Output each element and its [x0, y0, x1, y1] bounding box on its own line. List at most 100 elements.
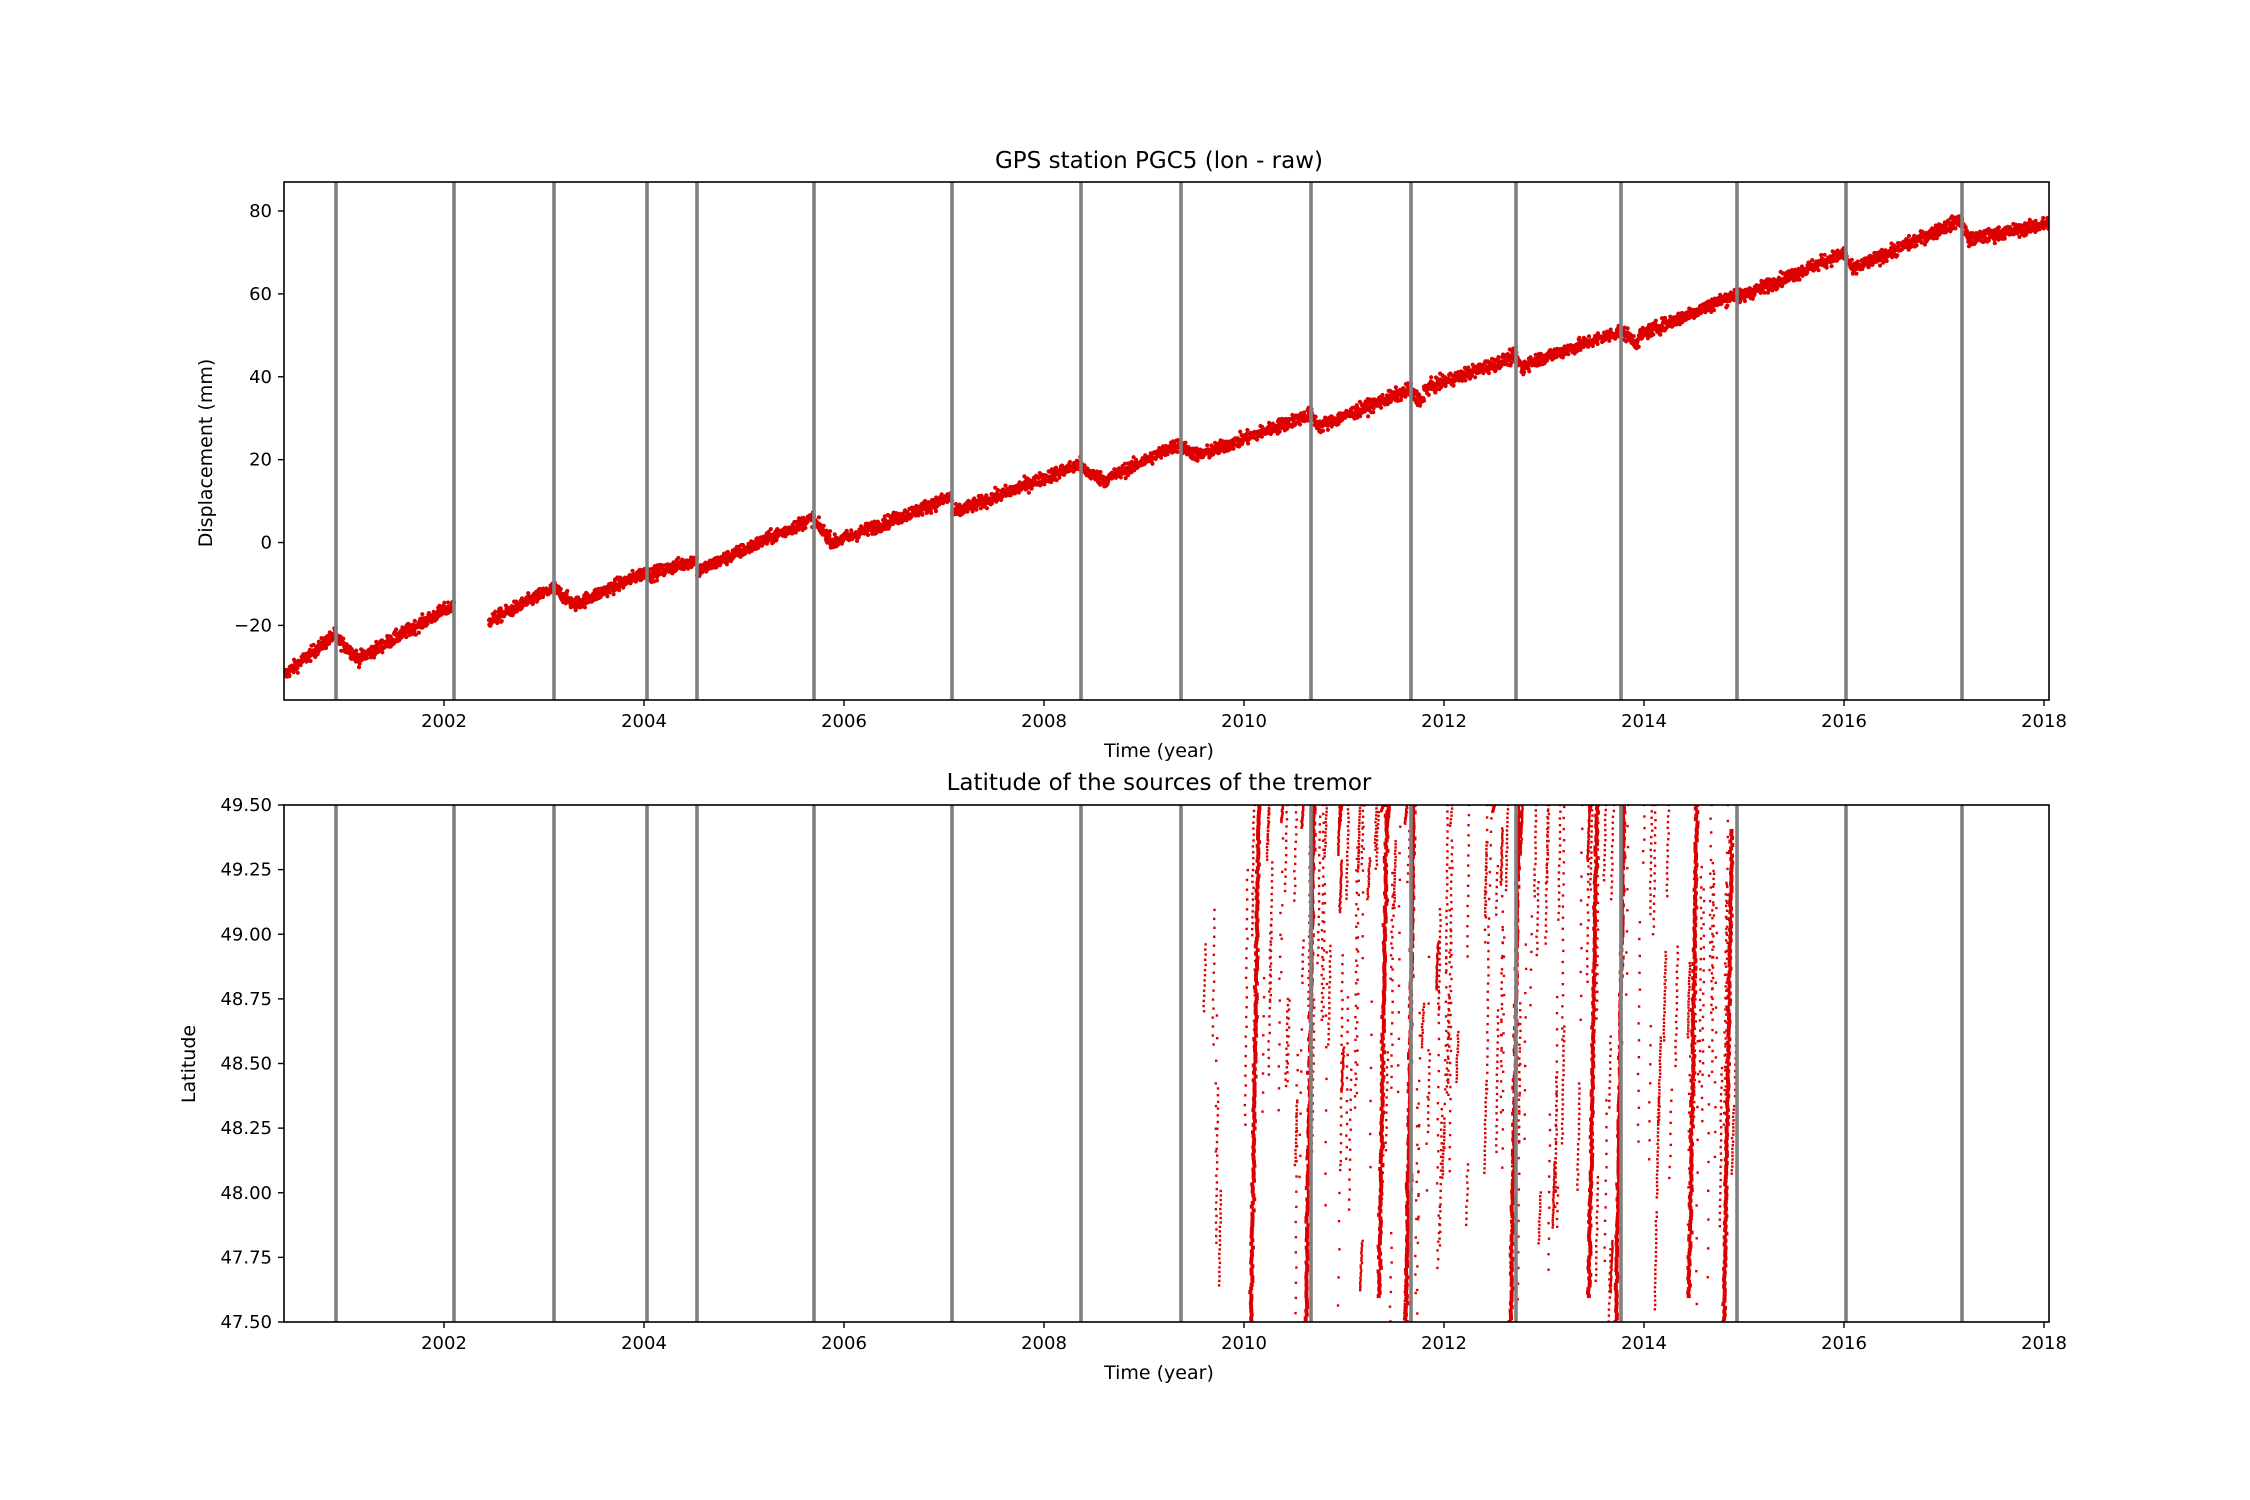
gps-point [493, 609, 498, 614]
gps-x-axis-label: Time (year) [1103, 740, 1214, 762]
gps-point [404, 634, 409, 640]
gps-point [1159, 455, 1164, 460]
gps-point [1797, 277, 1802, 282]
gps-point [774, 537, 779, 542]
gps-point [1398, 397, 1404, 403]
gps-point [617, 588, 622, 593]
gps-point [380, 650, 385, 655]
gps-point [416, 630, 421, 635]
gps-point [865, 532, 871, 538]
gps-point [1089, 476, 1094, 481]
gps-point [920, 512, 925, 517]
gps-point [1255, 437, 1260, 442]
gps-point [535, 599, 540, 604]
gps-panel: GPS station PGC5 (lon - raw) Time (year)… [195, 148, 2067, 762]
gps-point [311, 642, 316, 648]
gps-point [499, 619, 504, 624]
gps-point [413, 632, 418, 637]
gps-point [1183, 440, 1188, 445]
gps-point [1426, 392, 1431, 397]
gps-point [1321, 428, 1326, 433]
gps-point [1325, 427, 1330, 432]
gps-point [1429, 375, 1434, 380]
gps-point [525, 601, 530, 606]
gps-point [1259, 434, 1264, 439]
gps-point [654, 578, 660, 583]
gps-point [1463, 378, 1468, 383]
gps-point [929, 510, 934, 515]
gps-point [1277, 429, 1282, 434]
gps-point [1527, 369, 1532, 374]
gps-point [828, 529, 833, 534]
gps-point [1521, 370, 1527, 375]
gps-point [1421, 398, 1427, 403]
gps-point [676, 555, 681, 561]
gps-point [287, 673, 292, 678]
gps-point [1849, 257, 1854, 262]
gps-point [530, 601, 536, 606]
gps-point [1920, 229, 1925, 234]
gps-point [1509, 360, 1514, 365]
gps-point [1205, 443, 1210, 448]
gps-point [1829, 264, 1834, 269]
gps-point [933, 509, 939, 514]
gps-point [1379, 405, 1384, 410]
gps-point [756, 545, 761, 551]
gps-point [1418, 403, 1423, 408]
gps-point [1725, 303, 1730, 308]
gps-point [621, 585, 626, 590]
gps-point [1631, 334, 1636, 339]
gps-point [1246, 441, 1251, 446]
gps-point [354, 648, 359, 653]
gps-point [1393, 385, 1398, 390]
gps-point [1625, 326, 1630, 331]
gps-point [357, 661, 362, 666]
gps-point [344, 642, 349, 647]
gps-point [1608, 327, 1613, 332]
gps-point [448, 609, 453, 614]
gps-point [446, 600, 451, 605]
gps-point [1805, 270, 1810, 275]
gps-point [1810, 258, 1815, 263]
gps-point [1313, 414, 1318, 419]
gps-point [1884, 258, 1889, 264]
gps-point [1473, 375, 1478, 380]
gps-point [1996, 225, 2001, 230]
gps-point [1150, 461, 1155, 466]
gps-point [2002, 236, 2007, 241]
gps-point [1742, 298, 1747, 304]
gps-point [1824, 265, 1829, 270]
gps-point [327, 641, 332, 646]
gps-point [1906, 233, 1912, 239]
gps-point [1451, 383, 1456, 388]
gps-point [1586, 334, 1592, 339]
gps-point [1658, 332, 1663, 337]
gps-point [341, 636, 346, 641]
gps-point [291, 670, 296, 675]
gps-point [1653, 318, 1658, 323]
gps-point [394, 627, 399, 632]
gps-point [1175, 449, 1180, 454]
gps-point [1371, 410, 1376, 415]
gps-point [1297, 422, 1303, 427]
gps-point [990, 501, 995, 506]
gps-point [1651, 332, 1656, 337]
gps-point [1953, 226, 1958, 231]
gps-point [1098, 469, 1103, 475]
gps-point [442, 600, 447, 605]
gps-point [1566, 351, 1571, 357]
gps-point [1663, 316, 1668, 321]
gps-point [582, 605, 588, 610]
gps-point [984, 506, 990, 511]
gps-point [1302, 410, 1307, 415]
gps-point [1245, 427, 1250, 433]
gps-point [1711, 308, 1717, 313]
gps-point [1595, 341, 1600, 347]
gps-point [1816, 268, 1821, 273]
gps-point [655, 574, 660, 579]
gps-point [1057, 475, 1062, 480]
gps-point [323, 645, 329, 651]
gps-chart-title: GPS station PGC5 (lon - raw) [995, 148, 1323, 174]
gps-point [356, 665, 362, 670]
